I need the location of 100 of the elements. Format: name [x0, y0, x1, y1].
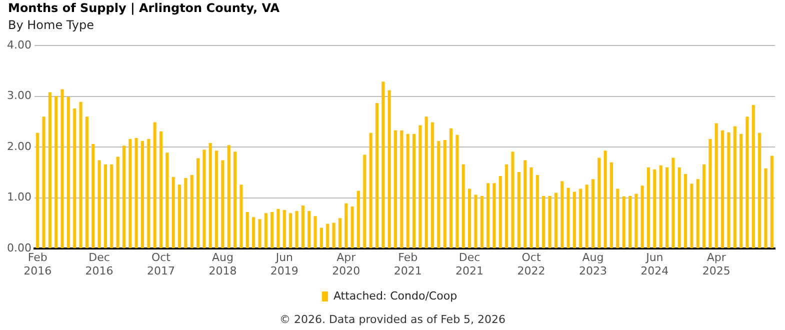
bar: [394, 130, 398, 248]
bar: [128, 138, 132, 248]
bar: [721, 130, 724, 248]
x-tick-label: Oct 2022: [517, 251, 546, 278]
bar: [443, 140, 446, 248]
bar: [424, 116, 428, 248]
bar: [758, 132, 762, 248]
bar: [400, 130, 404, 248]
bar: [276, 209, 280, 248]
bar: [696, 179, 700, 248]
bar: [566, 188, 570, 248]
bar: [492, 183, 496, 248]
y-tick-label: 4.00: [6, 38, 32, 52]
bar: [702, 164, 706, 248]
bar: [653, 169, 656, 248]
bar: [418, 125, 422, 248]
bar: [714, 123, 718, 248]
bar: [369, 132, 372, 248]
bar: [332, 222, 336, 248]
bar: [628, 196, 632, 248]
y-tick-label: 2.00: [6, 140, 32, 153]
bar: [678, 167, 681, 248]
bar: [579, 188, 582, 248]
bar: [363, 154, 366, 248]
bar: [505, 164, 508, 248]
bar: [746, 116, 749, 248]
bar: [240, 184, 243, 248]
bar: [48, 92, 52, 248]
bar: [585, 184, 588, 248]
chart-subtitle: By Home Type: [8, 18, 94, 32]
bar: [356, 190, 360, 248]
bar: [308, 211, 311, 248]
bar: [375, 102, 379, 248]
bar: [517, 172, 520, 248]
bar: [85, 116, 88, 248]
bar: [258, 219, 262, 248]
bar: [166, 152, 169, 248]
x-tick-label: Aug 2023: [578, 251, 607, 278]
bar: [208, 143, 212, 248]
bar: [622, 196, 626, 248]
bar: [184, 178, 188, 248]
bar: [604, 150, 607, 248]
x-tick-label: Apr 2025: [702, 251, 730, 278]
bar: [708, 138, 712, 248]
y-tick-label: 1.00: [6, 190, 32, 204]
bar: [536, 175, 539, 248]
bar: [264, 213, 268, 248]
bar: [202, 150, 206, 248]
bar: [282, 210, 286, 248]
bar: [598, 158, 601, 248]
bar: [524, 160, 527, 248]
bar: [388, 90, 391, 248]
bar: [634, 194, 638, 248]
bar: [412, 134, 416, 248]
bar: [36, 132, 40, 248]
bar: [159, 131, 163, 248]
bar: [147, 138, 150, 248]
bar: [672, 158, 675, 248]
bar: [42, 116, 46, 248]
bar: [572, 192, 576, 248]
x-tick-label: Apr 2020: [332, 251, 360, 278]
bar: [314, 216, 317, 248]
bar: [122, 146, 126, 248]
chart-title: Months of Supply | Arlington County, VA: [8, 1, 280, 15]
bar: [98, 160, 101, 248]
bar: [511, 152, 514, 248]
bar: [66, 96, 70, 248]
bar: [178, 184, 182, 248]
bar: [684, 174, 688, 248]
bar: [733, 126, 736, 248]
x-tick-label: Dec 2016: [85, 251, 114, 278]
bar: [172, 177, 175, 248]
bar: [252, 217, 256, 248]
bar: [196, 158, 200, 248]
bar: [430, 122, 434, 248]
bar: [289, 213, 292, 248]
bar: [246, 212, 249, 248]
bar: [227, 145, 230, 248]
legend-label: Attached: Condo/Coop: [333, 289, 458, 302]
bar: [344, 203, 348, 248]
bar: [542, 196, 546, 248]
bar: [548, 196, 552, 248]
bar: [79, 102, 82, 248]
bar: [610, 162, 613, 248]
text: © 2026. Data provided as of Feb 5, 2026: [278, 313, 507, 326]
bar: [153, 122, 156, 248]
bar: [190, 175, 194, 248]
bar: [215, 150, 218, 248]
bar: [104, 164, 107, 248]
bar: [591, 179, 594, 248]
bar: [382, 82, 385, 248]
x-tick-label: Oct 2017: [146, 251, 175, 278]
bar: [770, 156, 774, 248]
bar: [60, 89, 64, 248]
bar: [54, 96, 58, 248]
bar: [140, 141, 144, 248]
bar: [116, 156, 120, 248]
bar: [646, 167, 650, 248]
bar: [560, 181, 564, 248]
bar: [437, 141, 440, 248]
